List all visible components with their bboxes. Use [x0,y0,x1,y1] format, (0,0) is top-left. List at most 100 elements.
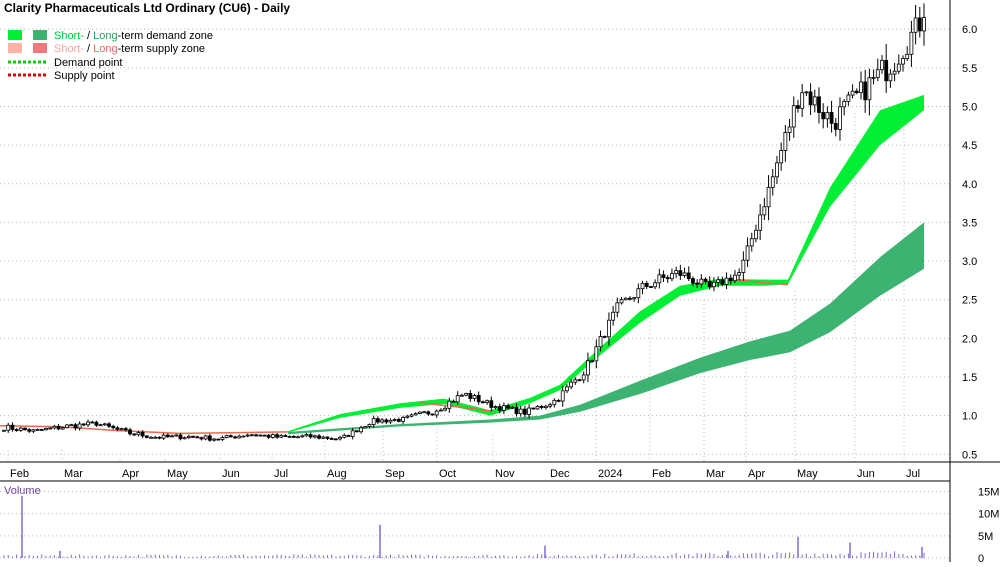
legend-long-demand-swatch [33,30,47,40]
candle-body [275,434,279,438]
candle-body [716,279,721,283]
candle-body [186,435,191,439]
price-tick-label: 5.0 [962,101,977,113]
candle-body [821,112,826,120]
candle-body [325,436,330,439]
volume-tick-label: 5M [978,531,993,543]
candle-body [170,435,174,438]
candle-body [804,91,809,94]
candle-body [901,58,905,65]
month-label: Oct [439,468,456,480]
price-tick-label: 3.5 [962,217,977,229]
candle-body [783,132,788,151]
candle-body [670,273,674,280]
candle-body [854,90,859,94]
legend-long-supply-swatch [33,43,47,53]
candle-body [518,408,523,415]
candle-body [829,112,834,124]
candle-body [552,399,557,406]
candle-body [598,336,603,348]
candle-body [216,438,221,441]
candle-body [342,434,347,438]
candle-body [434,410,439,416]
candle-body [590,360,595,363]
candle-body [144,435,149,438]
candle-body [241,435,246,438]
candle-body [859,81,863,94]
month-label: Apr [748,468,765,480]
candle-body [913,17,918,33]
candle-body [577,379,582,382]
candle-body [817,96,821,113]
month-label: Apr [122,468,139,480]
candle-body [455,395,460,403]
candle-body [312,435,317,438]
month-label: Mar [64,468,83,480]
candle-body [871,76,876,79]
candle-body [363,426,368,429]
candle-body [6,424,11,431]
legend-demand-short: Short- [54,30,84,42]
legend-supply-point: Supply point [54,70,115,82]
volume-tick-label: 0 [978,553,984,562]
candle-body [195,436,200,439]
candle-body [556,399,561,402]
candle-body [430,413,435,416]
candle-body [228,435,233,438]
candle-body [367,424,372,427]
candle-body [586,360,590,376]
candle-body [220,437,225,440]
candle-body [699,278,704,285]
volume-tick-label: 15M [978,486,999,498]
candle-body [249,434,254,437]
candle-body [107,423,111,427]
candle-body [875,69,880,78]
candle-body [657,274,662,284]
candle-body [838,106,842,130]
candle-body [296,436,300,439]
candle-body [762,206,767,216]
legend-supply-suffix: -term supply zone [118,43,205,55]
candle-body [649,286,653,288]
candle-body [153,436,158,439]
candle-body [102,423,107,426]
candle-body [653,282,658,288]
candle-body [531,407,536,410]
candle-body [10,424,15,430]
price-tick-label: 0.5 [962,449,977,461]
candle-body [796,105,800,109]
candle-body [833,122,838,130]
candle-body [132,433,137,436]
candle-body [825,112,830,120]
svg-text:Short- / Long-term supply zone: Short- / Long-term supply zone [54,43,205,55]
candle-body [745,245,750,261]
candle-body [451,400,456,403]
candle-body [737,272,742,276]
long-term-demand-zone [288,222,924,435]
candle-body [674,270,679,275]
svg-text:Short- / Long-term demand zone: Short- / Long-term demand zone [54,30,213,42]
candle-body [81,423,86,426]
candle-body [846,94,851,102]
legend-supply-sep: / [84,43,93,55]
candle-body [174,434,179,437]
month-label: Jun [222,468,240,480]
legend-supply-short: Short- [54,43,84,55]
price-tick-label: 3.0 [962,256,977,268]
candle-body [304,434,309,437]
candle-body [905,53,910,59]
candle-body [485,400,490,403]
price-tick-label: 5.5 [962,63,977,75]
candle-body [237,435,242,439]
candle-body [86,421,90,426]
candle-body [514,406,519,415]
candle-body [754,229,758,240]
candle-body [791,105,796,128]
candle-body [884,59,889,82]
candle-body [691,278,695,284]
candle-body [594,346,599,362]
candle-body [199,437,204,440]
candle-body [787,126,792,133]
month-label: Jul [274,468,288,480]
candle-body [880,59,884,71]
